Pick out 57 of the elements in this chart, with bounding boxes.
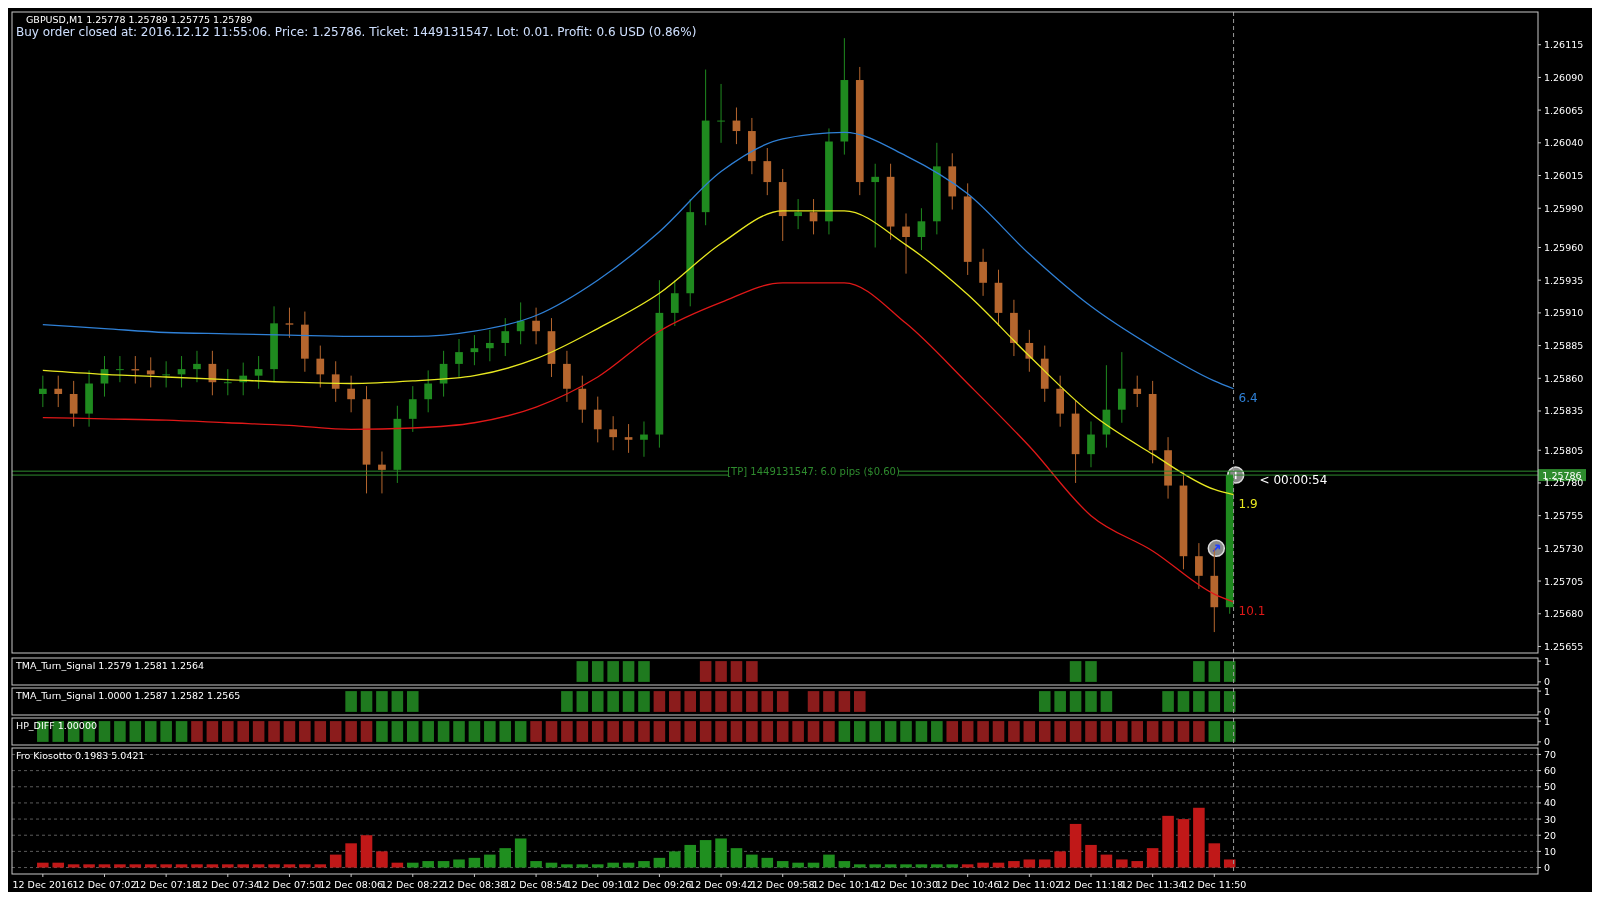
y-tick-label: 1.26090: [1544, 71, 1584, 83]
annotation: < 00:00:54: [1259, 473, 1328, 488]
x-tick-label: 12 Dec 10:30: [874, 879, 938, 890]
y-tick-label: 1.26065: [1544, 104, 1584, 116]
y-tick-label: 1.25885: [1544, 340, 1584, 352]
y-tick-label: 1: [1544, 685, 1551, 697]
series-label: 1.9: [1238, 496, 1258, 511]
y-tick-label: 1.25655: [1544, 640, 1584, 652]
y-tick-label: 1.25805: [1544, 444, 1584, 456]
y-tick-label: 1: [1544, 655, 1551, 667]
x-tick-label: 12 Dec 11:02: [997, 879, 1062, 890]
y-tick-label: 50: [1544, 781, 1557, 793]
y-tick-label: 40: [1544, 797, 1557, 809]
y-tick-label: 1.25755: [1544, 510, 1584, 522]
y-tick-label: 1: [1544, 715, 1551, 727]
chart-title: GBPUSD,M1 1.25778 1.25789 1.25775 1.25789: [26, 14, 253, 25]
x-tick-label: 12 Dec 07:02: [72, 879, 137, 890]
chart-title: TMA_Turn_Signal 1.2579 1.2581 1.2564: [15, 660, 205, 671]
x-tick-label: 12 Dec 2016: [12, 879, 74, 890]
chart-title: HP_DIFF 1.00000: [16, 720, 97, 731]
x-tick-label: 12 Dec 09:42: [689, 879, 753, 890]
x-tick-label: 12 Dec 09:26: [627, 879, 692, 890]
x-tick-label: 12 Dec 11:50: [1182, 879, 1247, 890]
text: Buy order closed at: 2016.12.12 11:55:06. Price: 1.25786. Ticket: 1449131547. Lot: 0.01. Profit: 0.6 USD (0.86%): [16, 25, 697, 39]
y-tick-label: 1.25730: [1544, 542, 1584, 554]
x-tick-label: 12 Dec 11:18: [1059, 879, 1123, 890]
series-label: 10.1: [1238, 603, 1266, 618]
chart-title: Fro Kiosotto 0.1983 5.0421: [16, 750, 145, 761]
y-tick-label: 60: [1544, 765, 1557, 777]
y-tick-label: 0: [1544, 862, 1551, 874]
y-tick-label: 1.25860: [1544, 372, 1584, 384]
y-tick-label: 10: [1544, 845, 1557, 857]
y-tick-label: 1.26115: [1544, 39, 1584, 51]
chart-title: TMA_Turn_Signal 1.0000 1.2587 1.2582 1.2565: [15, 690, 241, 701]
y-tick-label: 0: [1544, 676, 1551, 688]
x-tick-label: 12 Dec 07:50: [257, 879, 322, 890]
x-tick-label: 12 Dec 08:06: [319, 879, 384, 890]
y-tick-label: 1.25960: [1544, 241, 1584, 253]
x-tick-label: 12 Dec 07:18: [134, 879, 199, 890]
x-tick-label: 12 Dec 10:14: [812, 879, 877, 890]
series-label: 6.4: [1238, 390, 1258, 405]
y-tick-label: 0: [1544, 706, 1551, 718]
y-tick-label: 1.25680: [1544, 608, 1584, 620]
y-tick-label: 1.26040: [1544, 137, 1584, 149]
y-tick-label: 1.25705: [1544, 575, 1584, 587]
y-tick-label: 70: [1544, 748, 1557, 760]
y-tick-label: 1.25990: [1544, 202, 1584, 214]
annotation: [TP] 1449131547: 6.0 pips ($0.60): [727, 466, 900, 478]
y-tick-label: 20: [1544, 829, 1557, 841]
y-tick-label: 0: [1544, 736, 1551, 748]
y-tick-label: 1.26015: [1544, 170, 1584, 182]
x-tick-label: 12 Dec 08:38: [442, 879, 507, 890]
y-tick-label: 1.25910: [1544, 307, 1584, 319]
y-tick-label: 1.25835: [1544, 405, 1584, 417]
y-tick-label: 30: [1544, 813, 1557, 825]
x-tick-label: 12 Dec 08:54: [504, 879, 569, 890]
y-tick-label: 1.25935: [1544, 274, 1584, 286]
